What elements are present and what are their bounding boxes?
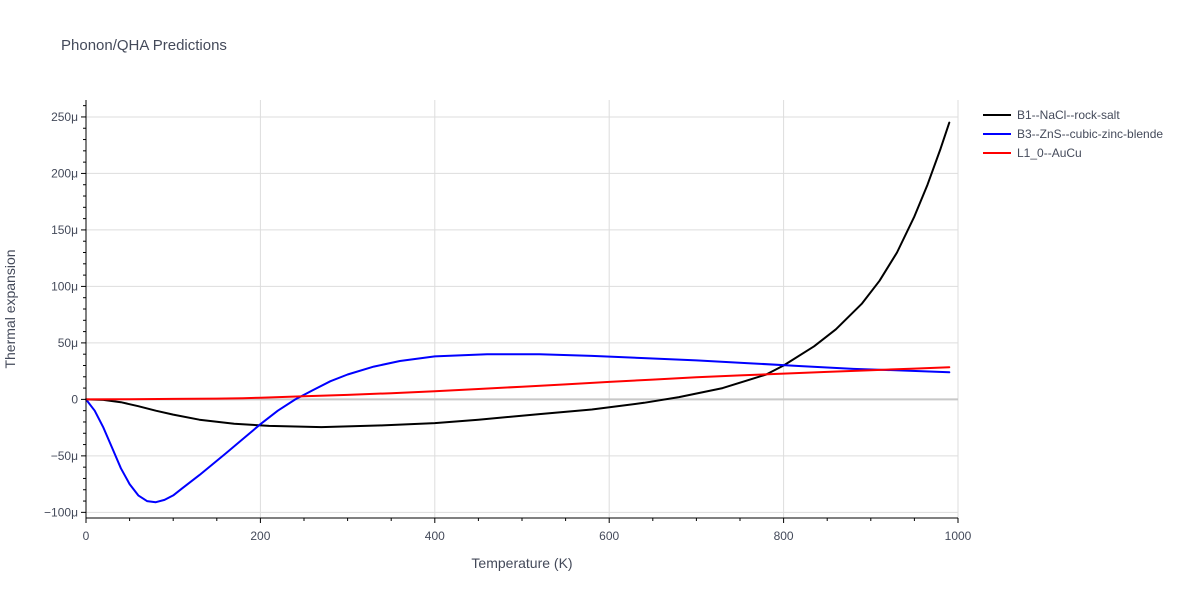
x-tick-label: 800 [774,529,794,543]
chart-title: Phonon/QHA Predictions [61,37,227,54]
legend[interactable]: B1--NaCl--rock-salt B3--ZnS--cubic-zinc-b… [983,108,1163,160]
y-tick-label: 200μ [51,166,78,180]
legend-item-2[interactable]: B3--ZnS--cubic-zinc-blende [983,127,1163,141]
series-line-1 [85,121,951,429]
legend-label: B3--ZnS--cubic-zinc-blende [1017,127,1163,141]
x-tick-label: 0 [83,529,90,543]
plot-area [85,121,951,504]
y-tick-label: −100μ [44,505,78,519]
y-tick-label: 100μ [51,279,78,293]
legend-label: B1--NaCl--rock-salt [1017,108,1120,122]
legend-item-3[interactable]: L1_0--AuCu [983,146,1082,160]
x-tick-label: 200 [250,529,270,543]
y-tick-label: 250μ [51,110,78,124]
legend-label: L1_0--AuCu [1017,146,1082,160]
x-tick-label: 1000 [945,529,972,543]
series-line-2 [85,353,951,504]
y-tick-label: 150μ [51,223,78,237]
y-tick-label: 50μ [58,336,78,350]
legend-item-1[interactable]: B1--NaCl--rock-salt [983,108,1120,122]
axes: 0 200 400 600 800 1000 −100μ −50μ 0 50μ 100μ 150μ 20… [44,100,972,543]
x-tick-label: 400 [425,529,445,543]
x-tick-label: 600 [599,529,619,543]
gridlines [86,100,959,518]
y-tick-label: 0 [71,392,78,406]
x-axis-title: Temperature (K) [471,555,572,571]
y-axis-title: Thermal expansion [2,249,18,368]
y-tick-label: −50μ [51,449,78,463]
series-line-3 [85,366,951,401]
